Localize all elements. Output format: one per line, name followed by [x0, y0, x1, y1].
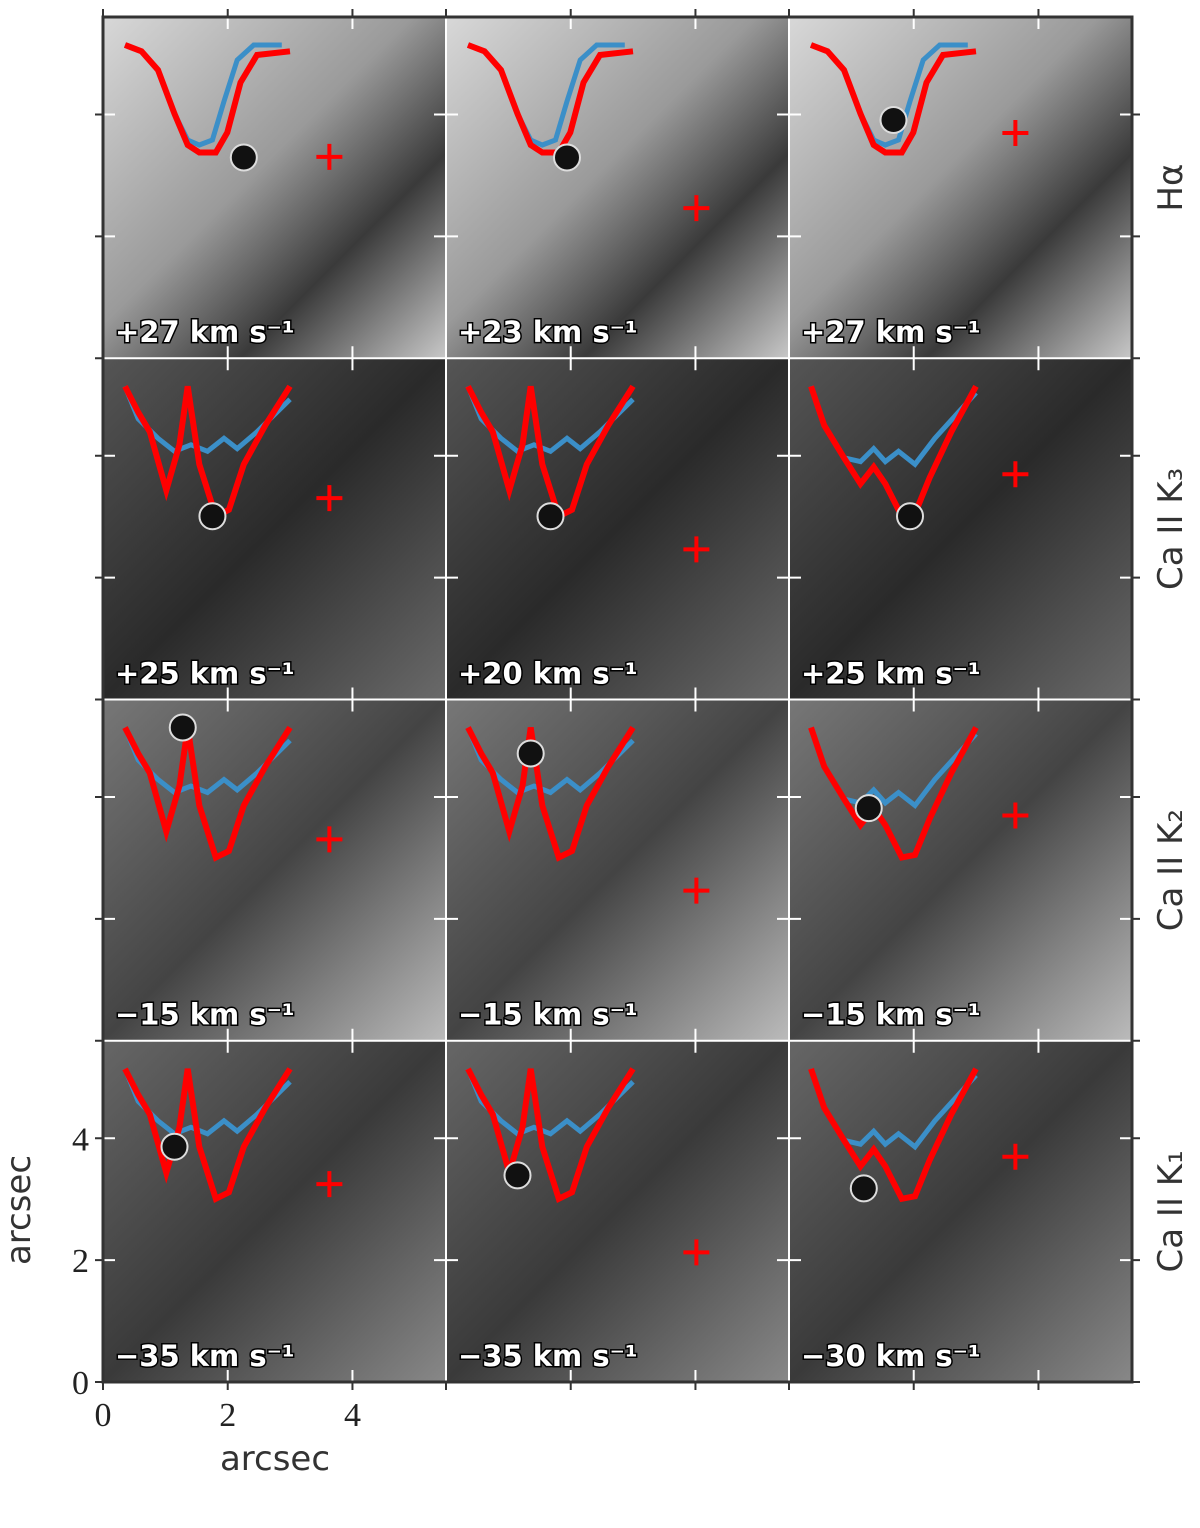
velocity-label: +25 km s⁻¹: [801, 656, 981, 690]
wavelength-marker: [849, 1174, 878, 1203]
velocity-label: +27 km s⁻¹: [801, 315, 981, 349]
frame: [101, 15, 1134, 1384]
y-axis-label: arcsec: [0, 1155, 39, 1265]
location-cross: [683, 195, 710, 222]
row-label: Ca II K₂: [1151, 809, 1191, 931]
wavelength-marker: [198, 502, 227, 531]
velocity-label: −35 km s⁻¹: [458, 1339, 638, 1373]
profile: [808, 726, 979, 861]
velocity-label: −15 km s⁻¹: [458, 998, 638, 1032]
wavelength-marker: [503, 1161, 532, 1190]
row-label: Ca II K₃: [1151, 468, 1191, 590]
wavelength-marker: [536, 502, 565, 531]
location-cross: [316, 826, 343, 853]
x-tick-label: 4: [344, 1397, 361, 1434]
profile: [809, 42, 977, 156]
x-axis-label: arcsec: [220, 1439, 330, 1479]
wavelength-marker: [516, 739, 545, 768]
location-cross: [316, 485, 343, 512]
profile: [122, 725, 293, 862]
row-label: Hα: [1151, 164, 1191, 212]
profile: [466, 42, 634, 156]
profile: [465, 384, 636, 521]
profile: [122, 384, 293, 521]
y-tick-label: 0: [72, 1365, 89, 1402]
location-cross: [1002, 802, 1029, 829]
profile: [465, 725, 636, 862]
velocity-label: +27 km s⁻¹: [115, 315, 295, 349]
wavelength-marker: [854, 794, 883, 823]
velocity-label: +20 km s⁻¹: [458, 656, 638, 690]
location-cross: [1002, 461, 1029, 488]
wavelength-marker: [553, 143, 581, 172]
velocity-label: −30 km s⁻¹: [801, 1339, 981, 1373]
y-tick-label: 2: [72, 1243, 89, 1280]
velocity-label: −15 km s⁻¹: [801, 998, 981, 1032]
location-cross: [683, 1239, 710, 1266]
location-cross: [683, 877, 710, 904]
location-cross: [1002, 1143, 1029, 1170]
profile: [465, 1067, 636, 1204]
velocity-label: +25 km s⁻¹: [115, 656, 295, 690]
wavelength-marker: [896, 502, 924, 531]
wavelength-marker: [229, 143, 258, 172]
wavelength-marker: [879, 106, 908, 134]
profile: [122, 1067, 293, 1204]
location-cross: [316, 1171, 343, 1198]
velocity-label: +23 km s⁻¹: [458, 315, 638, 349]
velocity-label: −35 km s⁻¹: [115, 1339, 295, 1373]
wavelength-marker: [160, 1132, 189, 1161]
profile: [123, 42, 291, 156]
y-tick-label: 4: [72, 1121, 89, 1158]
location-cross: [316, 143, 343, 170]
location-cross: [683, 536, 710, 563]
profile: [808, 1067, 979, 1203]
x-tick-label: 2: [219, 1397, 236, 1434]
row-label: Ca II K₁: [1151, 1150, 1191, 1272]
wavelength-marker: [168, 713, 197, 742]
profile: [808, 384, 979, 520]
x-tick-label: 0: [95, 1397, 112, 1434]
velocity-label: −15 km s⁻¹: [115, 998, 295, 1032]
location-cross: [1002, 120, 1029, 147]
